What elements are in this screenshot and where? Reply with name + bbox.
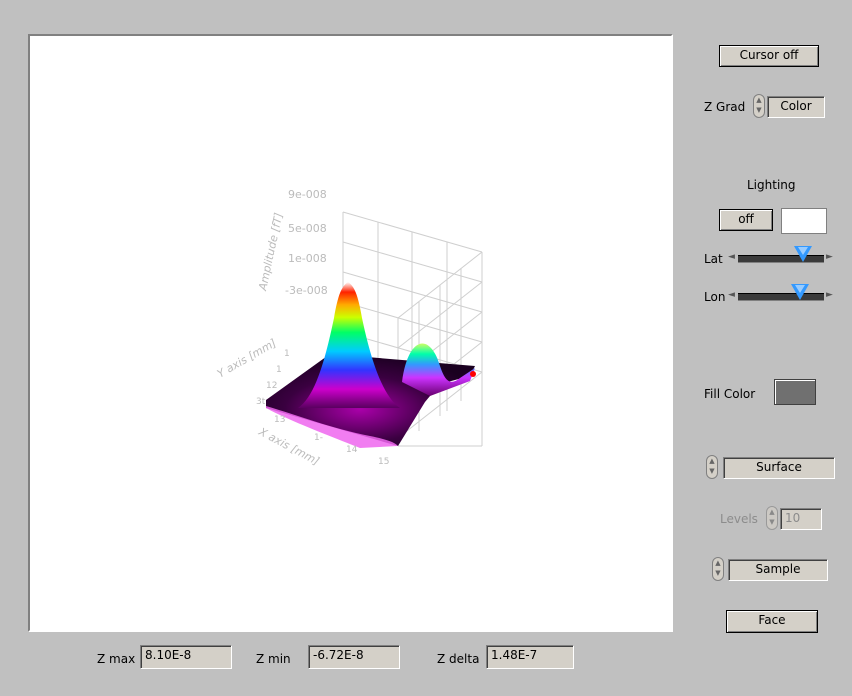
- cursor-marker: [470, 371, 476, 377]
- zmin-field: -6.72E-8: [308, 645, 400, 669]
- y-tick-label: 1: [284, 349, 290, 359]
- surface-plot[interactable]: 9e-008 5e-008 1e-008 -3e-008 Amplitude […: [30, 36, 671, 630]
- lat-label: Lat: [704, 252, 723, 266]
- fill-color-swatch[interactable]: [774, 379, 816, 405]
- y-tick-label: 1: [276, 365, 282, 375]
- z-tick-label: 1e-008: [288, 252, 327, 265]
- z-tick-label: 9e-008: [288, 188, 327, 201]
- lat-slider-right-arrow[interactable]: ►: [826, 252, 833, 262]
- zdelta-field: 1.48E-7: [486, 645, 574, 669]
- lighting-toggle-button[interactable]: off: [719, 209, 773, 231]
- surface-plot-area[interactable]: 9e-008 5e-008 1e-008 -3e-008 Amplitude […: [28, 34, 673, 632]
- x-tick-label: 13: [274, 415, 285, 425]
- levels-label: Levels: [720, 512, 758, 526]
- levels-spinner[interactable]: ▲ ▼: [766, 506, 778, 530]
- cursor-toggle-button[interactable]: Cursor off: [719, 45, 819, 67]
- lon-slider-track[interactable]: [738, 293, 824, 301]
- lat-slider[interactable]: ◄ ►: [728, 246, 836, 270]
- lon-slider-thumb[interactable]: [790, 284, 809, 300]
- surface-front-edge: [266, 406, 398, 448]
- plot-style-spinner[interactable]: ▲ ▼: [706, 455, 718, 479]
- lat-slider-thumb[interactable]: [793, 246, 812, 262]
- y-tick-label: 3t: [256, 397, 266, 407]
- z-axis-label: Amplitude [fT]: [256, 212, 285, 293]
- zdelta-label: Z delta: [437, 652, 480, 666]
- lon-slider-right-arrow[interactable]: ►: [826, 290, 833, 300]
- sample-mode-spinner[interactable]: ▲ ▼: [712, 557, 724, 581]
- lon-slider-left-arrow[interactable]: ◄: [728, 290, 735, 300]
- sample-mode-field[interactable]: Sample: [728, 559, 828, 581]
- surface-peak-secondary: [402, 343, 475, 396]
- fill-color-label: Fill Color: [704, 387, 756, 401]
- zgrad-label: Z Grad: [704, 100, 746, 114]
- y-tick-label: 12: [266, 381, 277, 391]
- x-tick-label: 14: [346, 445, 358, 455]
- zgrad-spinner[interactable]: ▲ ▼: [753, 94, 765, 118]
- x-tick-label: 1-: [314, 433, 323, 443]
- face-button[interactable]: Face: [726, 610, 818, 633]
- zmin-label: Z min: [256, 652, 291, 666]
- zgrad-value-field[interactable]: Color: [767, 96, 825, 118]
- levels-field[interactable]: 10: [780, 508, 822, 530]
- lat-slider-left-arrow[interactable]: ◄: [728, 252, 735, 262]
- z-tick-label: 5e-008: [288, 222, 327, 235]
- z-tick-label: -3e-008: [285, 284, 328, 297]
- x-tick-label: 15: [378, 457, 389, 467]
- y-axis-label: Y axis [mm]: [215, 336, 278, 380]
- light-color-swatch[interactable]: [781, 208, 827, 234]
- zmax-field: 8.10E-8: [140, 645, 232, 669]
- surface-peak-main: [298, 282, 400, 408]
- lat-slider-track[interactable]: [738, 255, 824, 263]
- zmax-label: Z max: [97, 652, 136, 666]
- x-axis-label: X axis [mm]: [256, 425, 322, 468]
- plot-style-field[interactable]: Surface: [723, 457, 835, 479]
- lon-slider[interactable]: ◄ ►: [728, 284, 836, 308]
- lon-label: Lon: [704, 290, 726, 304]
- lighting-title: Lighting: [747, 178, 796, 192]
